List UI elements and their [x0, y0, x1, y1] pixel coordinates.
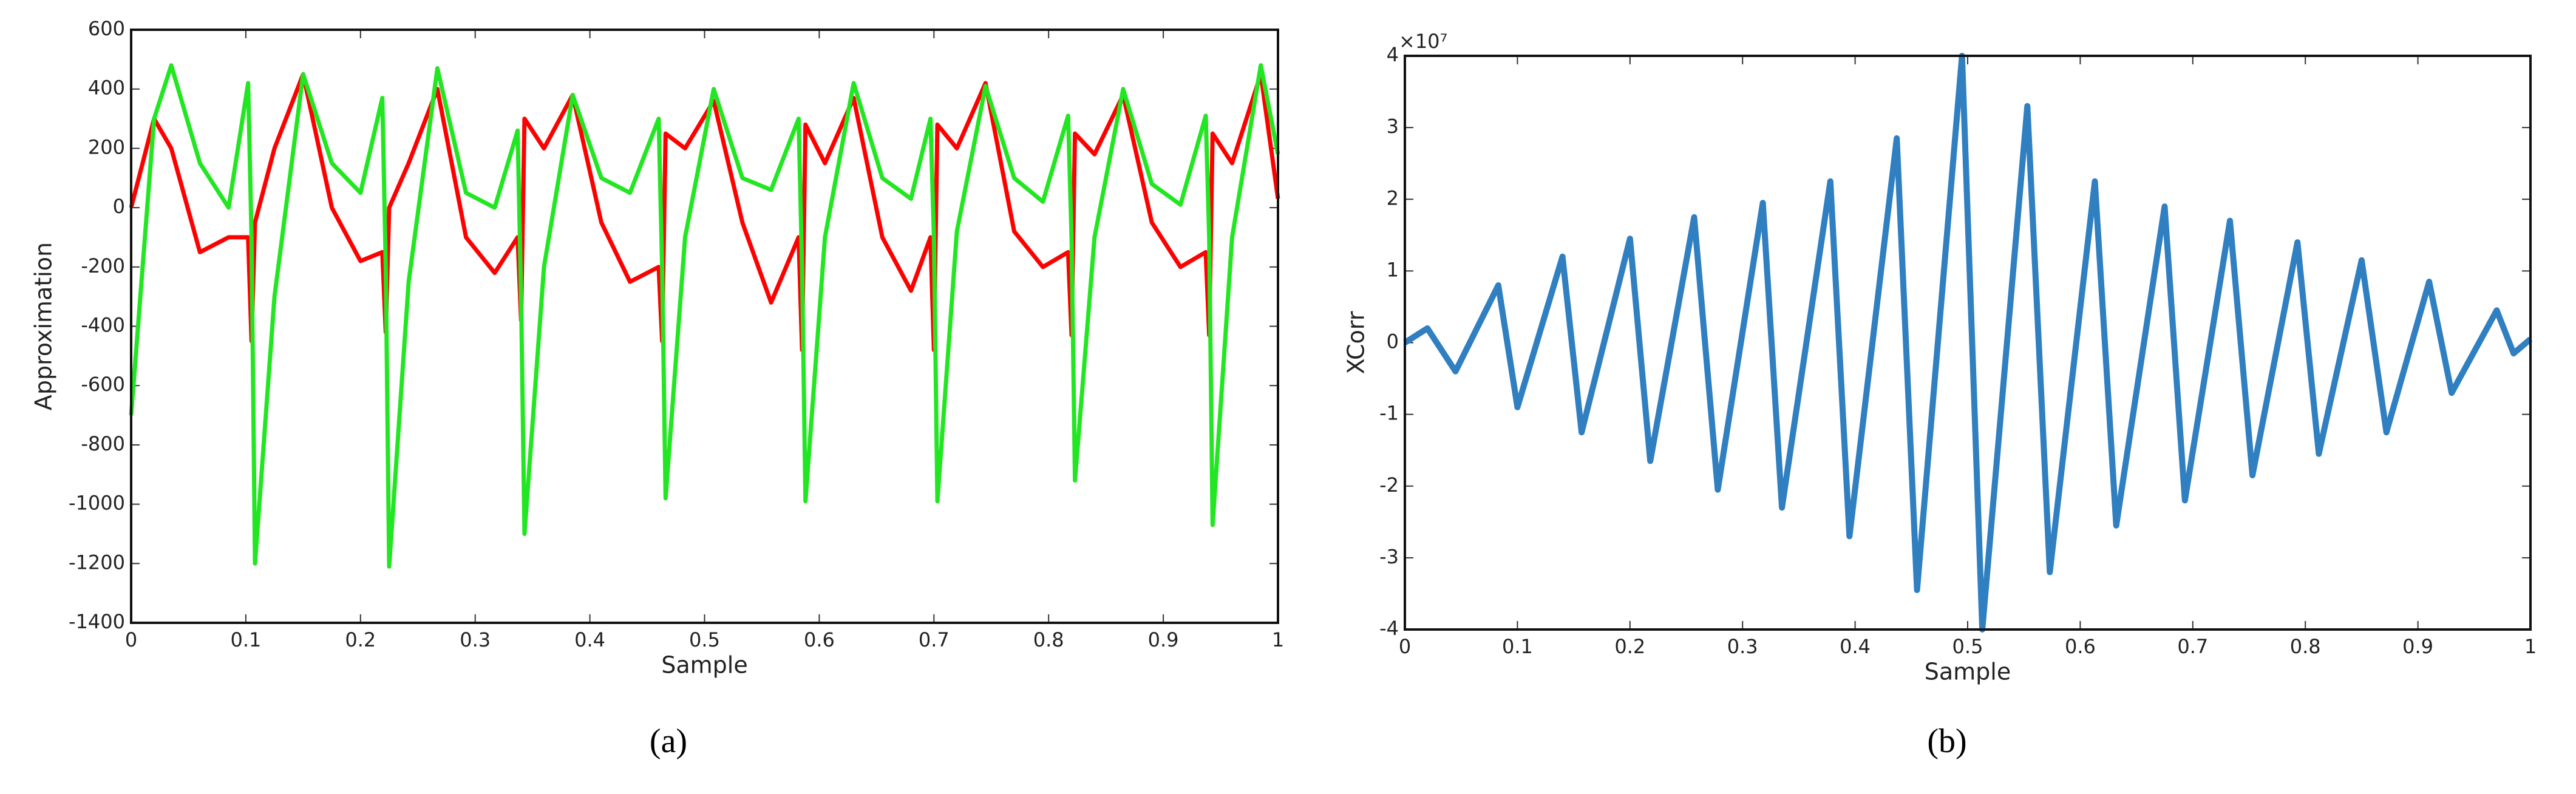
- x-tick-label: 0.5: [1952, 635, 1983, 658]
- x-tick-label: 0.1: [1502, 635, 1533, 658]
- y-tick-label: 4: [1387, 43, 1399, 66]
- x-tick-label: 0.2: [1614, 635, 1645, 658]
- y-tick-label: -2: [1379, 473, 1399, 497]
- axis-exponent: ×10⁷: [1399, 30, 1447, 53]
- x-tick-label: 0.7: [919, 628, 950, 651]
- y-tick-label: 600: [88, 17, 125, 40]
- caption: (a): [650, 722, 687, 760]
- y-tick-label: -1400: [69, 610, 125, 633]
- caption: (b): [1927, 722, 1966, 760]
- x-tick-label: 0.6: [804, 628, 835, 651]
- x-tick-label: 1: [1272, 628, 1284, 651]
- y-tick-label: 1: [1387, 258, 1399, 281]
- y-tick-label: 0: [113, 195, 125, 218]
- y-tick-label: 400: [88, 76, 125, 100]
- y-tick-label: -1: [1379, 402, 1399, 425]
- y-tick-label: -1200: [69, 551, 125, 574]
- y-tick-label: 0: [1387, 330, 1399, 353]
- x-tick-label: 0.8: [2290, 635, 2321, 658]
- data-line: [129, 72, 1280, 353]
- y-tick-label: 200: [88, 135, 125, 158]
- x-axis-title: Sample: [1925, 659, 2011, 685]
- x-tick-label: 0.1: [230, 628, 261, 651]
- y-tick-label: -800: [81, 432, 125, 455]
- axes-frame: [130, 29, 1279, 624]
- y-tick-label: -3: [1379, 545, 1399, 568]
- data-line: [1403, 53, 2533, 633]
- x-tick-label: 0: [1399, 635, 1411, 658]
- y-tick-label: -200: [81, 254, 125, 277]
- x-tick-label: 0.8: [1033, 628, 1064, 651]
- y-axis-title: XCorr: [1343, 311, 1370, 374]
- x-tick-label: 0.5: [689, 628, 720, 651]
- y-tick-label: -4: [1379, 617, 1399, 640]
- y-tick-label: -1000: [69, 492, 125, 515]
- x-axis-title: Sample: [661, 652, 747, 679]
- y-axis-title: Approximation: [30, 242, 57, 410]
- y-tick-label: 2: [1387, 186, 1399, 209]
- x-tick-label: 0.6: [2065, 635, 2096, 658]
- y-tick-label: -400: [81, 314, 125, 337]
- x-tick-label: 0: [125, 628, 137, 651]
- y-tick-label: 3: [1387, 115, 1399, 138]
- x-tick-label: 0.3: [1727, 635, 1758, 658]
- x-tick-label: 0.2: [345, 628, 376, 651]
- axes-frame: [1404, 55, 2532, 631]
- data-line: [129, 63, 1280, 569]
- y-tick-label: -600: [81, 373, 125, 396]
- x-tick-label: 0.9: [2402, 635, 2433, 658]
- x-tick-label: 0.4: [1840, 635, 1871, 658]
- x-tick-label: 0.7: [2177, 635, 2208, 658]
- x-tick-label: 0.4: [574, 628, 605, 651]
- x-tick-label: 1: [2524, 635, 2537, 658]
- x-tick-label: 0.3: [460, 628, 491, 651]
- x-tick-label: 0.9: [1148, 628, 1179, 651]
